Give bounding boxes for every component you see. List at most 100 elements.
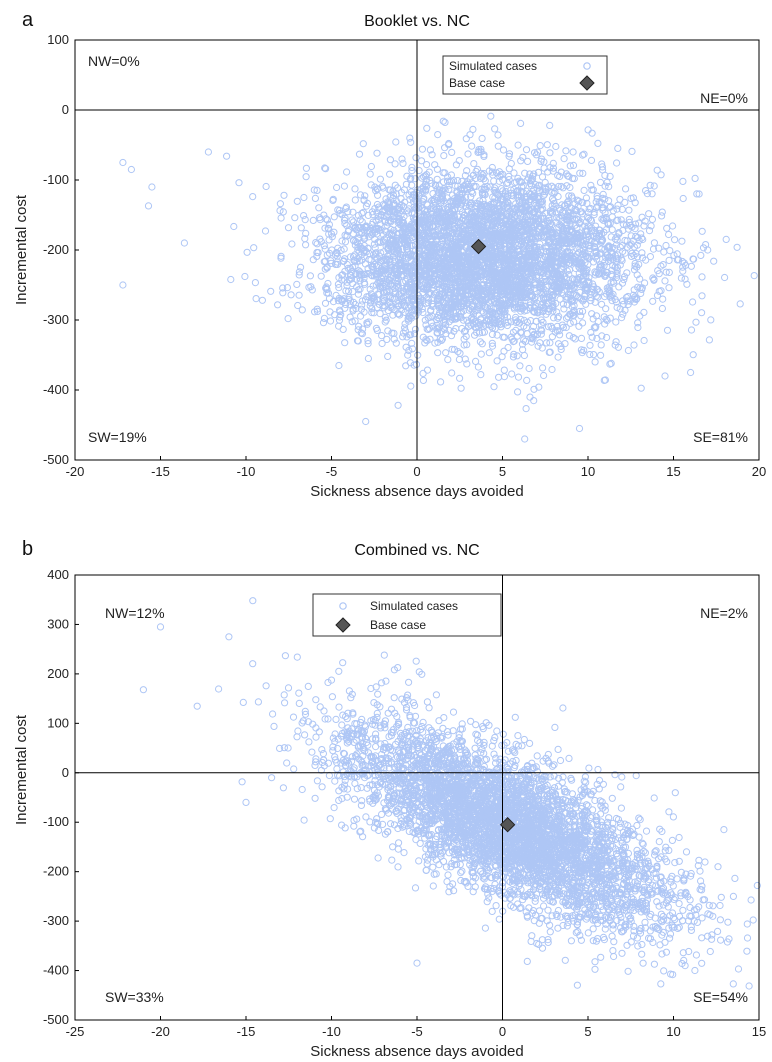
simulated-case-point	[671, 236, 679, 244]
simulated-case-point	[691, 174, 699, 182]
simulated-case-point	[575, 322, 583, 330]
simulated-case-point	[565, 332, 574, 340]
x-tick-label: -15	[151, 464, 170, 479]
simulated-case-point	[575, 424, 584, 433]
simulated-case-point	[328, 693, 336, 701]
simulated-case-point	[302, 173, 310, 181]
simulated-case-point	[646, 181, 654, 189]
simulated-case-point	[362, 417, 370, 426]
simulated-case-point	[423, 161, 431, 169]
simulated-case-point	[389, 191, 398, 199]
simulated-case-point	[373, 149, 381, 157]
y-tick-label: -200	[43, 242, 69, 257]
simulated-case-point	[519, 346, 527, 354]
simulated-case-point	[514, 141, 522, 149]
simulated-case-point	[356, 191, 365, 199]
simulated-case-point	[665, 256, 673, 264]
x-tick-label: -5	[326, 464, 338, 479]
simulated-case-point	[313, 248, 321, 257]
legend-label-simulated-a: Simulated cases	[449, 59, 537, 73]
simulated-case-point	[325, 771, 333, 780]
simulated-case-point	[462, 135, 470, 143]
simulated-case-point	[300, 193, 308, 202]
simulated-case-point	[419, 376, 427, 384]
simulated-case-point	[262, 182, 270, 191]
simulated-case-point	[302, 241, 310, 249]
simulated-case-point	[733, 243, 741, 251]
simulated-case-point	[692, 951, 701, 959]
simulated-case-point	[469, 125, 477, 133]
simulated-case-point	[658, 304, 667, 313]
simulated-case-point	[355, 322, 363, 330]
simulated-case-point	[330, 213, 338, 221]
panel-letter-b: b	[22, 538, 33, 560]
simulated-case-point	[148, 183, 156, 191]
simulated-case-point	[316, 216, 324, 224]
simulated-case-point	[444, 203, 452, 212]
simulated-case-point	[455, 355, 463, 364]
simulated-case-point	[473, 165, 481, 173]
simulated-case-point	[319, 319, 328, 327]
simulated-case-point	[577, 334, 586, 342]
simulated-case-point	[494, 131, 502, 139]
simulated-case-point	[522, 405, 530, 413]
simulated-case-point	[613, 159, 621, 167]
quadrant-ne-a: NE=0%	[700, 90, 748, 106]
simulated-case-point	[494, 142, 502, 150]
simulated-case-point	[540, 164, 548, 172]
simulated-case-point	[119, 158, 127, 167]
simulated-case-point	[638, 950, 646, 958]
simulated-case-point	[252, 295, 260, 303]
simulated-case-point	[407, 382, 415, 390]
simulated-case-point	[477, 350, 485, 358]
simulated-case-point	[525, 364, 533, 373]
simulated-case-point	[340, 182, 348, 190]
simulated-case-point	[309, 216, 317, 224]
simulated-case-point	[554, 353, 562, 361]
simulated-case-point	[508, 370, 516, 378]
simulated-case-point	[302, 164, 310, 172]
simulated-case-point	[500, 347, 508, 355]
simulated-case-point	[707, 316, 715, 324]
simulated-case-point	[359, 140, 367, 148]
simulated-case-point	[584, 126, 592, 134]
simulated-case-point	[357, 312, 365, 320]
simulated-case-point	[591, 358, 599, 366]
simulated-case-point	[315, 204, 323, 212]
simulated-case-point	[593, 195, 601, 203]
simulated-case-point	[687, 368, 695, 377]
simulated-case-point	[306, 272, 314, 280]
simulated-case-point	[456, 374, 464, 382]
simulated-case-point	[582, 218, 590, 226]
simulated-case-point	[464, 150, 472, 158]
panel-b: b Combined vs. NC Sickness absence days …	[13, 538, 766, 1060]
simulated-case-point	[341, 339, 349, 347]
simulated-case-point	[407, 138, 415, 146]
simulated-case-point	[284, 315, 292, 323]
simulated-case-point	[387, 705, 396, 713]
simulated-case-point	[417, 157, 426, 165]
x-tick-label: 15	[666, 464, 680, 479]
simulated-case-point	[621, 198, 629, 206]
simulated-case-point	[274, 301, 282, 309]
simulated-case-point	[721, 273, 729, 282]
x-tick-label: 10	[581, 464, 595, 479]
simulated-case-point	[490, 177, 498, 185]
y-tick-label: -100	[43, 172, 69, 187]
simulated-case-point	[235, 179, 243, 187]
simulated-case-point	[617, 216, 625, 224]
simulated-case-point	[284, 224, 293, 232]
simulated-case-point	[689, 351, 697, 359]
simulated-case-point	[295, 271, 303, 279]
simulated-case-point	[434, 349, 442, 357]
simulated-case-point	[411, 175, 419, 183]
simulated-case-point	[394, 401, 402, 409]
simulated-case-point	[439, 117, 447, 125]
simulated-case-point	[261, 227, 270, 235]
simulated-case-point	[552, 142, 560, 151]
simulated-case-point	[580, 186, 588, 194]
simulated-case-point	[509, 353, 518, 361]
simulated-case-point	[433, 165, 441, 173]
y-tick-label: -400	[43, 382, 69, 397]
simulated-case-point	[692, 318, 700, 326]
